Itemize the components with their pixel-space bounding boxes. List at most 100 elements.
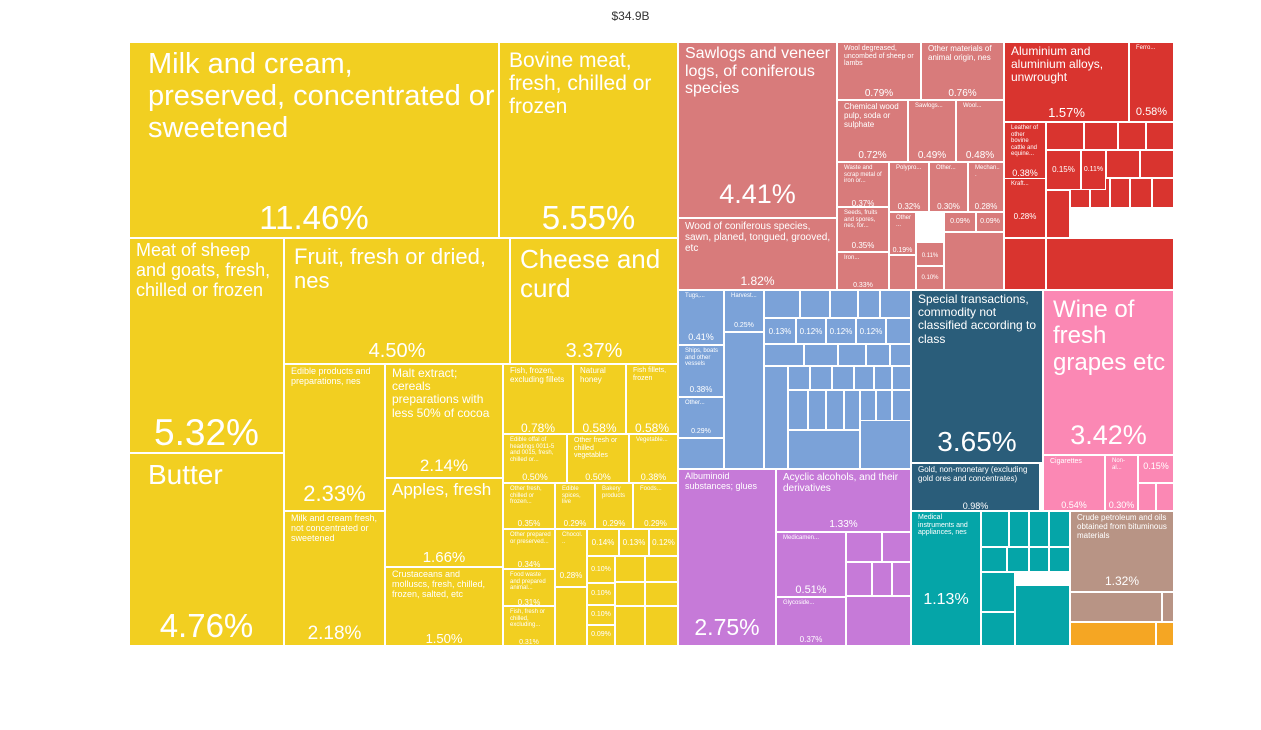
treemap-cell-ferro[interactable]: Ferro... 0.58% [1129, 42, 1174, 122]
treemap-cell[interactable] [1046, 238, 1174, 290]
treemap-cell-apples[interactable]: Apples, fresh 1.66% [385, 478, 503, 567]
treemap-cell-malt[interactable]: Malt extract; cereals preparations with … [385, 364, 503, 478]
treemap-cell[interactable] [882, 532, 911, 562]
treemap-cell[interactable] [981, 572, 1015, 612]
treemap-cell-honey[interactable]: Natural honey 0.58% [573, 364, 626, 434]
treemap-cell[interactable] [1162, 592, 1174, 622]
treemap-cell[interactable] [981, 511, 1009, 547]
treemap-cell[interactable] [846, 532, 882, 562]
treemap-cell-scrap[interactable]: Waste and scrap metal of iron or... 0.37% [837, 162, 889, 207]
treemap-cell-spices[interactable]: Edible spices, live 0.29% [555, 483, 595, 529]
treemap-cell-fishfrozen[interactable]: Fish, frozen, excluding fillets 0.78% [503, 364, 573, 434]
treemap-cell[interactable] [555, 587, 587, 646]
treemap-cell-gold[interactable]: Gold, non-monetary (excluding gold ores … [911, 463, 1040, 511]
treemap-cell[interactable] [645, 556, 678, 582]
treemap-cell[interactable] [889, 255, 916, 290]
treemap-cell[interactable] [788, 390, 808, 430]
treemap-cell-milk[interactable]: Milk and cream, preserved, concentrated … [129, 42, 499, 238]
treemap-cell[interactable] [858, 290, 880, 318]
treemap-cell-polyp[interactable]: Polypro... 0.32% [889, 162, 929, 212]
treemap-cell[interactable] [1118, 122, 1146, 150]
treemap-cell-fruit[interactable]: Fruit, fresh or dried, nes 4.50% [284, 238, 510, 364]
treemap-cell-cigs[interactable]: Cigarettes 0.54% [1043, 455, 1105, 511]
treemap-cell[interactable] [1130, 178, 1152, 208]
treemap-cell[interactable] [872, 562, 892, 596]
treemap-cell-kraft[interactable]: Kraft... 0.28% [1004, 178, 1046, 238]
treemap-cell-woodsawn[interactable]: Wood of coniferous species, sawn, planed… [678, 218, 837, 290]
treemap-cell-wool[interactable]: Wool degreased, uncombed of sheep or lam… [837, 42, 921, 100]
treemap-cell-edible[interactable]: Edible products and preparations, nes 2.3… [284, 364, 385, 511]
treemap-cell-otherprep[interactable]: Other prepared or preserved... 0.34% [503, 529, 555, 569]
treemap-cell-s009[interactable]: 0.09% [587, 625, 615, 646]
treemap-cell-medical[interactable]: Medical instruments and appliances, nes 1… [911, 511, 981, 646]
treemap-cell-offal[interactable]: Edible offal of headings 0011-5 and 0015… [503, 434, 567, 483]
treemap-cell[interactable] [724, 332, 764, 469]
treemap-cell[interactable] [1046, 122, 1084, 150]
treemap-cell-mc012a[interactable]: 0.12% [796, 318, 826, 344]
treemap-cell-s013[interactable]: 0.13% [619, 529, 649, 556]
treemap-cell-s010c[interactable]: 0.10% [587, 605, 615, 625]
treemap-cell[interactable] [892, 562, 911, 596]
treemap-cell[interactable] [1007, 547, 1029, 572]
treemap-cell-m011[interactable]: 0.11% [1081, 150, 1106, 190]
treemap-cell-tugs[interactable]: Tugs,... 0.41% [678, 290, 724, 345]
treemap-cell[interactable] [1110, 178, 1130, 208]
treemap-cell[interactable] [886, 318, 911, 344]
treemap-cell-crude[interactable]: Crude petroleum and oils obtained from b… [1070, 511, 1174, 592]
treemap-cell[interactable] [804, 344, 838, 366]
treemap-cell[interactable] [830, 290, 858, 318]
treemap-cell-w015[interactable]: 0.15% [1138, 455, 1174, 483]
treemap-cell[interactable] [678, 438, 724, 469]
treemap-cell[interactable] [846, 562, 872, 596]
treemap-cell-medicam[interactable]: Medicamen... 0.51% [776, 532, 846, 597]
treemap-cell-s014[interactable]: 0.14% [587, 529, 619, 556]
treemap-cell-cheese[interactable]: Cheese and curd 3.37% [510, 238, 678, 364]
treemap-cell-wool2[interactable]: Wool... 0.48% [956, 100, 1004, 162]
treemap-cell[interactable] [892, 366, 911, 390]
treemap-cell-bakery[interactable]: Bakery products 0.29% [595, 483, 633, 529]
treemap-cell-harvest[interactable]: Harvest... 0.25% [724, 290, 764, 332]
treemap-cell-fishchill[interactable]: Other fresh, chilled or frozen... 0.35% [503, 483, 555, 529]
treemap-cell-milkfresh[interactable]: Milk and cream fresh, not concentrated o… [284, 511, 385, 646]
treemap-cell-sheep[interactable]: Meat of sheep and goats, fresh, chilled … [129, 238, 284, 453]
treemap-cell[interactable] [1070, 592, 1162, 622]
treemap-cell[interactable] [645, 606, 678, 646]
treemap-cell-wine[interactable]: Wine of fresh grapes etc 3.42% [1043, 290, 1174, 455]
treemap-cell[interactable] [800, 290, 830, 318]
treemap-cell[interactable] [764, 344, 804, 366]
treemap-cell-p009b[interactable]: 0.09% [976, 212, 1004, 232]
treemap-cell[interactable] [854, 366, 874, 390]
treemap-cell-p009a[interactable]: 0.09% [944, 212, 976, 232]
treemap-cell-pulp[interactable]: Chemical wood pulp, soda or sulphate 0.72… [837, 100, 908, 162]
treemap-cell-other1[interactable]: Other... 0.30% [929, 162, 968, 212]
treemap-cell-mc013[interactable]: 0.13% [764, 318, 796, 344]
treemap-cell[interactable] [1156, 622, 1174, 646]
treemap-cell[interactable] [788, 366, 810, 390]
treemap-cell-iron[interactable]: Iron... 0.33% [837, 252, 889, 290]
treemap-cell-veg[interactable]: Other fresh or chilled vegetables 0.50% [567, 434, 629, 483]
treemap-cell[interactable] [1146, 122, 1174, 150]
treemap-cell-mc012b[interactable]: 0.12% [826, 318, 856, 344]
treemap-cell[interactable] [1084, 122, 1118, 150]
treemap-cell[interactable] [808, 390, 826, 430]
treemap-cell-s012[interactable]: 0.12% [649, 529, 678, 556]
treemap-cell[interactable] [764, 290, 800, 318]
treemap-cell[interactable] [1029, 511, 1049, 547]
treemap-cell[interactable] [826, 390, 844, 430]
treemap-cell-p010[interactable]: 0.10% [916, 266, 944, 290]
treemap-cell[interactable] [1156, 483, 1174, 511]
treemap-cell[interactable] [1152, 178, 1174, 208]
treemap-cell[interactable] [838, 344, 866, 366]
treemap-cell-fishfresh[interactable]: Fish, fresh or chilled, excluding... 0.31… [503, 606, 555, 646]
treemap-cell[interactable] [846, 596, 911, 646]
treemap-cell[interactable] [1138, 483, 1156, 511]
treemap-cell-s010b[interactable]: 0.10% [587, 583, 615, 605]
treemap-cell-mechan[interactable]: Mechan... 0.28% [968, 162, 1004, 212]
treemap-cell[interactable] [874, 366, 892, 390]
treemap-cell[interactable] [832, 366, 854, 390]
treemap-cell-othermc[interactable]: Other... 0.29% [678, 397, 724, 438]
treemap-cell[interactable] [645, 582, 678, 606]
treemap-cell[interactable] [764, 366, 788, 469]
treemap-cell[interactable] [1049, 511, 1070, 547]
treemap-cell[interactable] [1015, 585, 1070, 646]
